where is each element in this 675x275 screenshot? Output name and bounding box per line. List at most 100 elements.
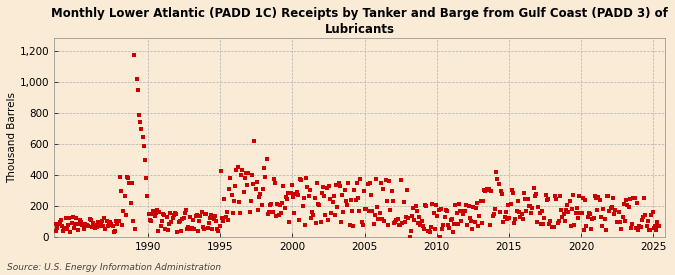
Point [95, 223, 106, 227]
Point [221, 210, 232, 214]
Point [211, 219, 221, 223]
Point [144, 218, 155, 222]
Point [163, 228, 173, 233]
Point [314, 203, 325, 208]
Point [477, 221, 487, 225]
Point [414, 215, 425, 219]
Point [125, 200, 136, 205]
Point [235, 211, 246, 215]
Point [645, 227, 655, 232]
Point [281, 197, 292, 202]
Point [167, 216, 178, 220]
Point [166, 220, 177, 224]
Point [267, 210, 278, 214]
Point [355, 176, 366, 181]
Point [543, 197, 554, 202]
Point [541, 197, 552, 202]
Point [289, 211, 300, 215]
Point [603, 194, 614, 198]
Point [227, 211, 238, 215]
Point [238, 190, 249, 194]
Point [171, 212, 182, 217]
Point [220, 215, 231, 219]
Point [489, 207, 500, 211]
Point [66, 221, 77, 225]
Point [186, 227, 196, 231]
Point [307, 210, 318, 214]
Point [576, 211, 587, 216]
Point [622, 203, 632, 208]
Point [126, 181, 137, 185]
Point [331, 183, 342, 188]
Point [460, 209, 470, 213]
Point [480, 188, 491, 193]
Point [197, 224, 208, 229]
Point [420, 202, 431, 207]
Point [418, 227, 429, 231]
Point [76, 219, 86, 224]
Point [506, 202, 516, 207]
Point [367, 209, 378, 213]
Point [226, 192, 237, 197]
Point [547, 225, 558, 229]
Point [511, 209, 522, 213]
Point [278, 183, 289, 188]
Point [646, 213, 657, 217]
Point [515, 215, 526, 219]
Point [94, 224, 105, 229]
Point [176, 229, 186, 233]
Point [159, 213, 169, 218]
Point [545, 219, 556, 223]
Point [389, 220, 400, 224]
Point [535, 222, 546, 226]
Point [84, 217, 95, 221]
Point [340, 188, 350, 192]
Point [591, 196, 601, 200]
Point [312, 181, 323, 185]
Point [105, 220, 115, 224]
Point [178, 216, 189, 220]
Point [649, 226, 659, 230]
Point [429, 210, 439, 215]
Point [346, 209, 357, 213]
Point [610, 208, 621, 212]
Point [207, 226, 218, 231]
Point [640, 213, 651, 217]
Point [315, 220, 326, 224]
Point [566, 224, 576, 229]
Point [266, 201, 277, 206]
Point [600, 228, 611, 232]
Point [202, 226, 213, 230]
Point [463, 204, 474, 208]
Point [180, 208, 191, 212]
Point [230, 184, 240, 188]
Point [589, 216, 599, 220]
Point [298, 196, 309, 200]
Point [586, 227, 597, 231]
Point [130, 227, 141, 231]
Point [269, 181, 280, 185]
Point [549, 194, 560, 199]
Point [274, 203, 285, 208]
Point [653, 224, 664, 228]
Point [184, 214, 195, 219]
Point [351, 181, 362, 185]
Point [290, 192, 301, 196]
Point [529, 194, 540, 198]
Point [240, 175, 250, 180]
Point [526, 210, 537, 215]
Point [252, 208, 263, 212]
Point [172, 230, 183, 234]
Point [229, 199, 240, 203]
Point [455, 209, 466, 213]
Point [296, 178, 307, 182]
Point [201, 211, 212, 216]
Point [74, 222, 84, 226]
Point [136, 127, 147, 132]
Point [549, 225, 560, 229]
Point [196, 210, 207, 214]
Point [319, 194, 329, 198]
Point [597, 224, 608, 229]
Point [154, 210, 165, 214]
Point [236, 173, 246, 177]
